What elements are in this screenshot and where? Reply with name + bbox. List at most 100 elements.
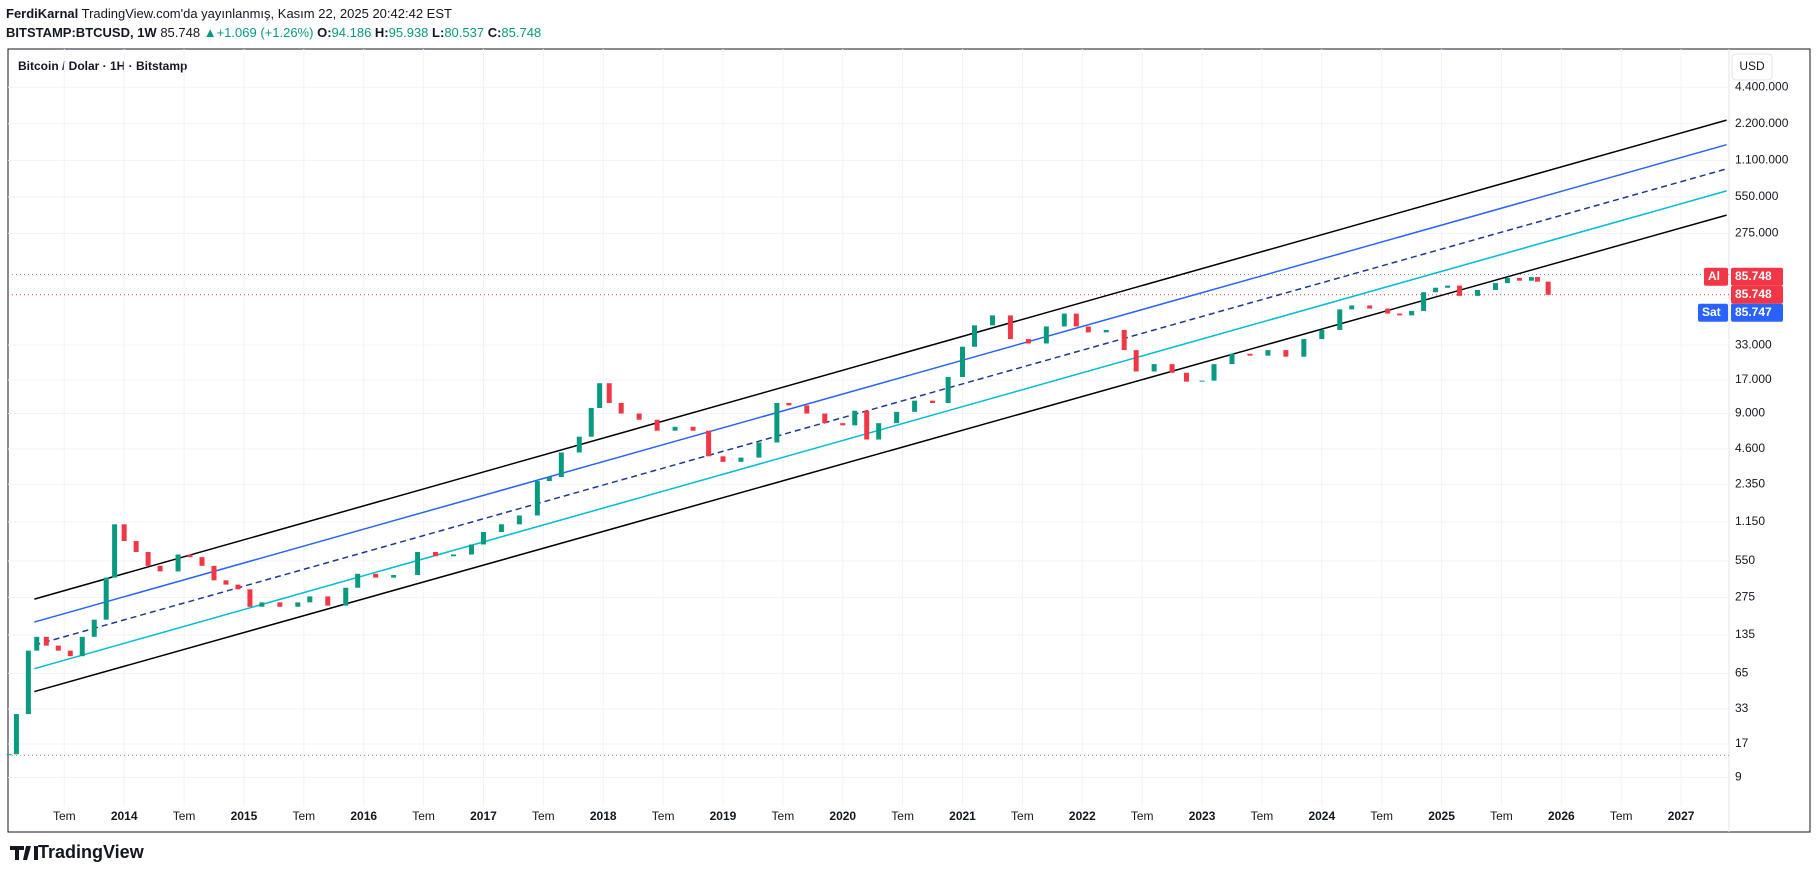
candle [199, 557, 205, 566]
y-tick-label: 275 [1735, 590, 1755, 604]
price: 85.748 [160, 25, 201, 40]
x-tick-label: 2017 [470, 809, 497, 823]
x-tick-label: Tem [53, 809, 76, 823]
ohlc-value: 95.938 [388, 25, 429, 40]
x-tick-label: 2020 [829, 809, 856, 823]
candle [1516, 277, 1522, 281]
candle [1043, 326, 1049, 344]
candle [235, 584, 241, 590]
x-tick-label: Tem [652, 809, 675, 823]
candle [1183, 372, 1189, 382]
candle [720, 456, 726, 462]
candle [1492, 283, 1498, 290]
currency-box[interactable] [1731, 53, 1773, 81]
currency: USD [1739, 59, 1765, 73]
candle [1025, 339, 1031, 344]
candle [133, 541, 139, 553]
published: TradingView.com'da yayınlanmış, Kasım 22… [81, 6, 452, 21]
ohlc-value: 94.186 [331, 25, 372, 40]
candle [498, 524, 504, 533]
x-tick-label: Tem [412, 809, 435, 823]
ohlc-value: 80.537 [444, 25, 485, 40]
y-tick-label: 17.000 [1735, 372, 1772, 386]
author: FerdiKarnal [6, 6, 79, 21]
x-tick-label: Tem [532, 809, 555, 823]
x-tick-label: 2023 [1189, 809, 1216, 823]
candle [1283, 350, 1289, 357]
candle [989, 315, 995, 326]
x-tick-label: Tem [772, 809, 795, 823]
y-tick-label: 65 [1735, 666, 1749, 680]
x-tick-label: Tem [1370, 809, 1393, 823]
candle [145, 552, 151, 566]
buy-label: Al [1708, 269, 1720, 283]
candle [79, 636, 85, 657]
candle [786, 402, 792, 406]
ohlc-label: O: [317, 25, 332, 40]
header-line: FerdiKarnal TradingView.com'da yayınlanm… [6, 6, 452, 21]
candle [1085, 326, 1091, 333]
candle [1474, 289, 1480, 296]
candle [672, 426, 678, 431]
candle [636, 413, 642, 420]
channel-line [34, 143, 1727, 623]
ohlc-label: L: [432, 25, 445, 40]
candle [840, 423, 846, 426]
candle [690, 426, 696, 431]
y-tick-label: 550 [1735, 553, 1755, 567]
y-tick-label: 1.100.000 [1735, 153, 1789, 167]
candle [1534, 277, 1540, 282]
candle [1337, 309, 1343, 330]
logo-icon [10, 846, 38, 860]
candle [738, 457, 744, 462]
y-tick-label: 1.150 [1735, 514, 1765, 528]
candle [13, 714, 19, 755]
candle [355, 573, 361, 588]
arrow: ▲ [203, 25, 217, 40]
channel-line [34, 119, 1727, 600]
candle [1528, 277, 1534, 281]
candle [391, 575, 397, 578]
candle [121, 524, 127, 542]
x-tick-label: 2026 [1548, 809, 1575, 823]
candle [1199, 380, 1205, 382]
candle [804, 405, 810, 414]
candle [211, 565, 217, 581]
x-tick-label: 2018 [590, 809, 617, 823]
grid [8, 49, 1729, 806]
x-tick-label: Tem [1131, 809, 1154, 823]
candle [1504, 277, 1510, 284]
candle [971, 325, 977, 347]
y-tick-label: 33.000 [1735, 337, 1772, 351]
candle [864, 410, 870, 440]
candle [480, 532, 486, 545]
y-tick-label: 4.400.000 [1735, 79, 1789, 93]
x-tick-label: Tem [891, 809, 914, 823]
candle [930, 400, 936, 403]
candle [307, 596, 313, 603]
x-tick-label: 2025 [1428, 809, 1455, 823]
candle [1397, 313, 1403, 316]
ohlc-label: C: [487, 25, 502, 40]
candle [259, 602, 265, 607]
y-tick-label: 2.200.000 [1735, 116, 1789, 130]
candle [1151, 364, 1157, 372]
brand: TradingView [38, 842, 145, 862]
candle [606, 383, 612, 403]
y-tick-label: 275.000 [1735, 226, 1779, 240]
y-tick-label: 550.000 [1735, 189, 1779, 203]
candle [1073, 313, 1079, 327]
x-tick-label: Tem [173, 809, 196, 823]
candle [558, 452, 564, 477]
candle [1349, 305, 1355, 310]
change: +1.069 (+1.26%) [216, 25, 314, 40]
candle [91, 619, 97, 637]
y-tick-label: 9 [1735, 770, 1742, 784]
candle [247, 589, 253, 607]
candle [295, 602, 301, 607]
candle [1319, 329, 1325, 340]
sell-price-box [1731, 303, 1783, 322]
candle [876, 423, 882, 440]
last-price: 85.748 [1735, 287, 1772, 301]
